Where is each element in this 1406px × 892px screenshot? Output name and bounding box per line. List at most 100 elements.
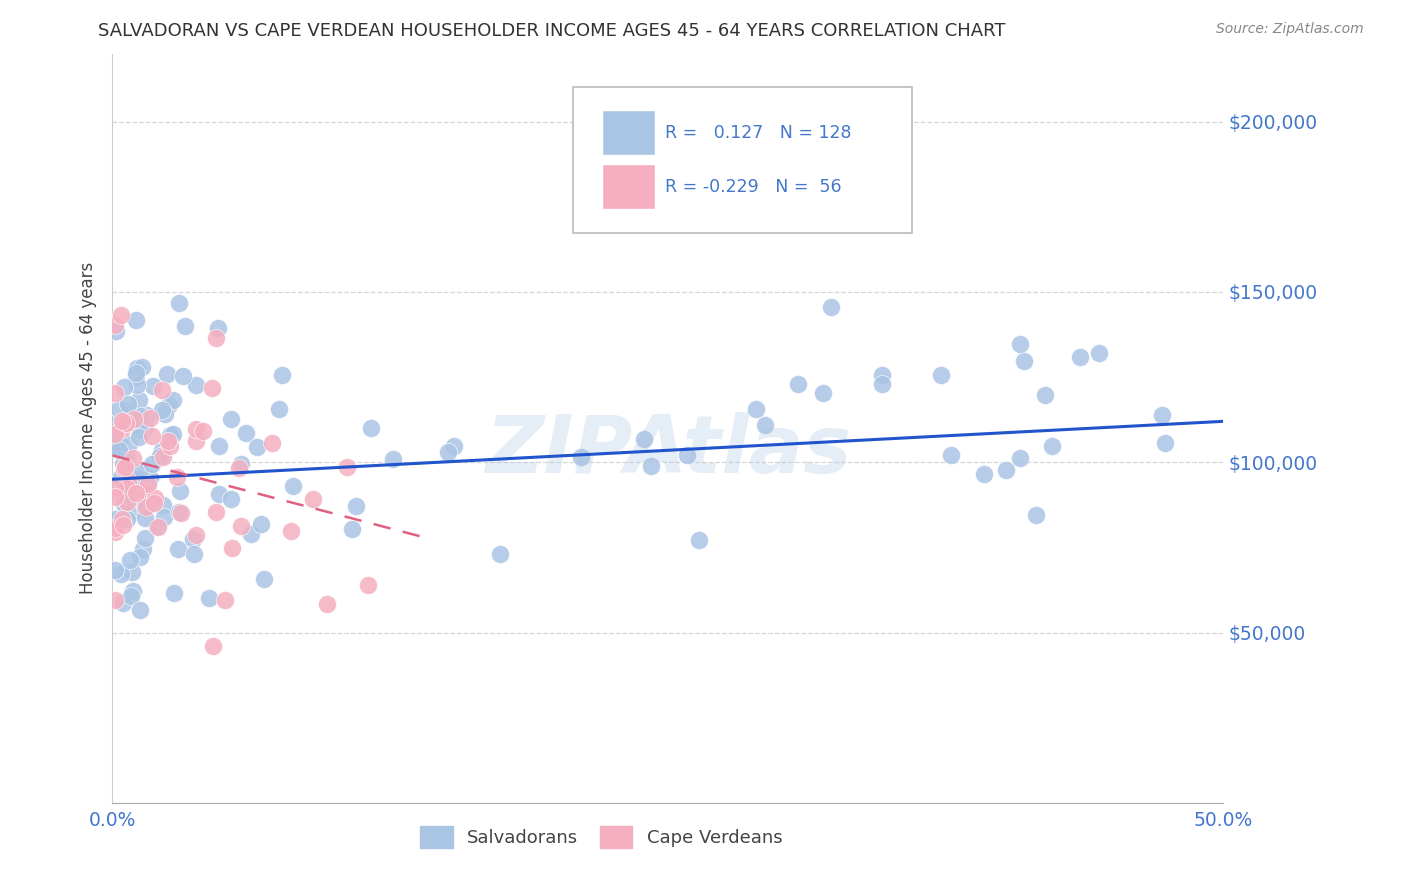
Point — [219, 491, 242, 506]
Point — [118, 436, 141, 450]
Point — [208, 487, 231, 501]
Point — [193, 425, 215, 439]
Point — [142, 378, 165, 392]
Point — [131, 359, 153, 374]
Point — [141, 457, 163, 471]
Point — [135, 409, 157, 423]
Point — [235, 426, 257, 441]
Point — [131, 414, 153, 428]
Point — [132, 484, 155, 499]
FancyBboxPatch shape — [574, 87, 912, 234]
Point — [121, 450, 143, 465]
Point — [107, 401, 129, 416]
Point — [134, 531, 156, 545]
Point — [872, 377, 894, 392]
Point — [162, 427, 184, 442]
Point — [156, 367, 179, 381]
Point — [221, 541, 243, 555]
Point — [152, 498, 174, 512]
Point — [173, 319, 195, 334]
Point — [170, 506, 193, 520]
Point — [104, 512, 127, 526]
Point — [128, 465, 150, 479]
Point — [929, 368, 952, 382]
Point — [128, 472, 150, 486]
Point — [489, 547, 512, 561]
Point — [870, 368, 893, 382]
Point — [115, 512, 138, 526]
Point — [155, 407, 177, 421]
Point — [111, 511, 134, 525]
Point — [344, 499, 367, 513]
Point — [129, 409, 152, 423]
Point — [129, 549, 152, 564]
Point — [128, 392, 150, 407]
Point — [152, 510, 174, 524]
Text: Source: ZipAtlas.com: Source: ZipAtlas.com — [1216, 22, 1364, 37]
Point — [118, 553, 141, 567]
Point — [214, 593, 236, 607]
Point — [104, 318, 127, 333]
Point — [302, 491, 325, 506]
Point — [201, 381, 224, 395]
Point — [443, 439, 465, 453]
Point — [117, 397, 139, 411]
Point — [1154, 436, 1177, 450]
Point — [127, 472, 149, 486]
Point — [1025, 508, 1047, 522]
Point — [228, 461, 250, 475]
Point — [166, 470, 188, 484]
Point — [110, 417, 132, 432]
Text: R = -0.229   N =  56: R = -0.229 N = 56 — [665, 178, 841, 196]
Point — [118, 486, 141, 500]
Point — [150, 443, 173, 458]
Point — [357, 577, 380, 591]
Point — [198, 591, 221, 605]
Point — [120, 589, 142, 603]
Point — [205, 331, 228, 345]
Point — [112, 517, 135, 532]
Point — [149, 449, 172, 463]
Point — [132, 483, 155, 497]
Point — [172, 368, 194, 383]
Point — [183, 548, 205, 562]
Point — [110, 566, 132, 581]
Point — [640, 458, 662, 473]
Point — [111, 422, 134, 436]
Point — [125, 369, 148, 384]
Legend: Salvadorans, Cape Verdeans: Salvadorans, Cape Verdeans — [411, 817, 792, 857]
Point — [108, 435, 131, 450]
Point — [688, 533, 710, 548]
Point — [994, 463, 1017, 477]
Point — [163, 586, 186, 600]
Point — [105, 416, 128, 430]
Y-axis label: Householder Income Ages 45 - 64 years: Householder Income Ages 45 - 64 years — [79, 262, 97, 594]
Point — [105, 324, 128, 338]
Point — [1152, 409, 1174, 423]
Point — [104, 481, 127, 495]
Point — [157, 398, 180, 412]
Point — [110, 470, 132, 484]
Point — [820, 300, 842, 314]
Point — [281, 479, 304, 493]
Point — [146, 519, 169, 533]
Point — [122, 480, 145, 494]
Point — [114, 460, 136, 475]
Point — [136, 477, 159, 491]
Point — [104, 385, 127, 400]
Point — [183, 533, 205, 547]
Point — [112, 457, 135, 471]
Point — [104, 438, 127, 452]
Point — [152, 402, 174, 417]
FancyBboxPatch shape — [603, 112, 655, 154]
Point — [186, 377, 208, 392]
Point — [811, 385, 834, 400]
Point — [111, 596, 134, 610]
Point — [104, 563, 127, 577]
Point — [112, 461, 135, 475]
Point — [129, 603, 152, 617]
Point — [108, 442, 131, 457]
Point — [1010, 336, 1032, 351]
Point — [141, 429, 163, 443]
Point — [207, 321, 229, 335]
